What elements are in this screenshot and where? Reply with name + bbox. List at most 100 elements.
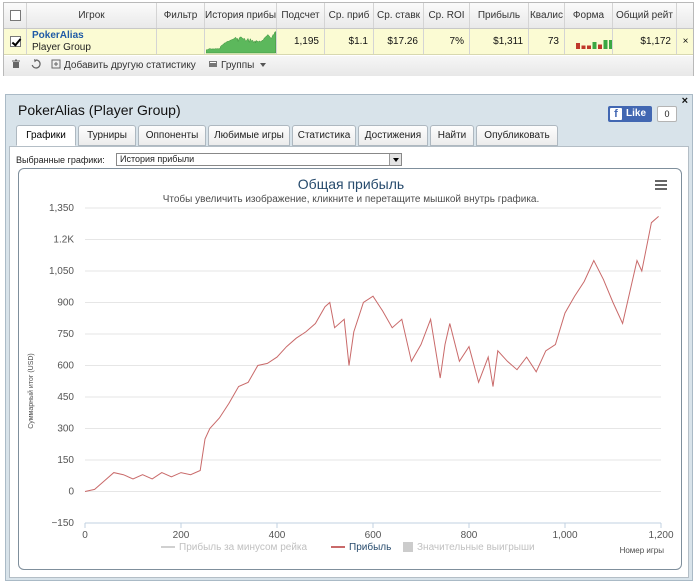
add-stats-icon — [51, 59, 61, 69]
x-tick-label: 400 — [269, 530, 286, 541]
y-tick-label: 600 — [57, 361, 74, 372]
legend-item-profit-net[interactable]: Прибыль за минусом рейка — [161, 541, 308, 553]
chart-select-value: История прибыли — [120, 154, 195, 164]
filter-cell — [157, 29, 205, 54]
column-header-player[interactable]: Игрок — [27, 3, 157, 28]
column-header-profit[interactable]: Прибыль — [470, 3, 529, 28]
total-cell: $1,172 — [613, 29, 677, 54]
legend-item-big-wins[interactable]: Значительные выигрыши — [403, 542, 535, 553]
legend-item-profit[interactable]: Прибыль — [331, 541, 391, 553]
column-header-form[interactable]: Форма — [565, 3, 613, 28]
row-checkbox[interactable] — [10, 36, 21, 47]
grid-toolbar: Добавить другую статистику Группы — [4, 56, 693, 76]
column-header-quali[interactable]: Квалис — [529, 3, 565, 28]
chart-select-label: Выбранные графики: — [16, 155, 105, 165]
chart-subtitle: Чтобы увеличить изображение, кликните и … — [163, 193, 540, 205]
column-header-count[interactable]: Подсчет — [277, 3, 325, 28]
refresh-icon[interactable] — [31, 59, 44, 73]
avg-roi-cell: 7% — [424, 29, 470, 54]
stats-panel: PokerAlias (Player Group) × f Like 0 Гра… — [5, 94, 693, 581]
sparkline-area — [206, 31, 276, 54]
legend-label-big-wins: Значительные выигрыши — [417, 542, 535, 553]
form-bars — [576, 40, 612, 49]
y-tick-label: 1,350 — [49, 203, 74, 214]
x-tick-label: 200 — [173, 530, 190, 541]
form-bar — [598, 44, 602, 49]
history-sparkline-cell — [205, 29, 277, 54]
y-tick-label: 750 — [57, 329, 74, 340]
x-tick-label: 600 — [365, 530, 382, 541]
legend-label-profit: Прибыль — [349, 541, 391, 553]
x-tick-label: 1,200 — [648, 530, 673, 541]
form-bar — [609, 40, 612, 49]
players-grid: Игрок Фильтр История прибы Подсчет Ср. п… — [3, 2, 694, 76]
table-row[interactable]: PokerAlias Player Group 1,195 $1.1 $17.2… — [4, 29, 693, 55]
facebook-icon: f — [610, 108, 622, 120]
y-tick-label: 1.2K — [53, 235, 74, 246]
form-bar — [603, 40, 608, 49]
player-name-link[interactable]: PokerAlias — [32, 30, 84, 41]
profit-cell: $1,311 — [470, 29, 529, 54]
column-header-total[interactable]: Общий рейт — [613, 3, 677, 28]
count-cell: 1,195 — [277, 29, 325, 54]
y-tick-label: 450 — [57, 392, 74, 403]
facebook-like-button[interactable]: f Like — [608, 106, 652, 122]
x-tick-label: 1,000 — [552, 530, 577, 541]
groups-menu-button[interactable]: Группы — [208, 59, 267, 73]
column-header-avg-profit[interactable]: Ср. приб — [325, 3, 374, 28]
x-tick-label: 0 — [82, 530, 88, 541]
y-tick-label: −150 — [51, 518, 74, 529]
header-select-all[interactable] — [4, 3, 27, 28]
form-bar — [581, 45, 586, 49]
y-tick-label: 1,050 — [49, 266, 74, 277]
profit-chart-container[interactable]: Общая прибыль Чтобы увеличить изображени… — [18, 168, 682, 570]
form-cell — [565, 29, 613, 54]
player-cell[interactable]: PokerAlias Player Group — [27, 29, 157, 54]
y-axis-label: Суммарный итог (USD) — [27, 353, 35, 429]
close-panel-button[interactable]: × — [681, 95, 688, 107]
tab-favorite-games[interactable]: Любимые игры — [208, 125, 290, 146]
grid-header: Игрок Фильтр История прибы Подсчет Ср. п… — [4, 3, 693, 29]
row-select-cell[interactable] — [4, 29, 27, 54]
tab-tournaments[interactable]: Турниры — [78, 125, 136, 146]
form-bar — [576, 43, 580, 49]
groups-label: Группы — [221, 60, 255, 71]
groups-icon — [209, 61, 217, 67]
profit-chart[interactable]: Общая прибыль Чтобы увеличить изображени… — [19, 169, 682, 570]
charts-tab-body: Выбранные графики: История прибыли Общая… — [9, 146, 689, 578]
remove-row-button[interactable]: × — [682, 36, 689, 47]
tab-statistics[interactable]: Статистика — [292, 125, 356, 146]
panel-title: PokerAlias (Player Group) — [18, 102, 181, 118]
trash-icon[interactable] — [11, 59, 24, 73]
x-tick-label: 800 — [461, 530, 478, 541]
quali-cell: 73 — [529, 29, 565, 54]
form-bar — [592, 42, 597, 49]
y-tick-label: 900 — [57, 298, 74, 309]
chevron-down-icon[interactable] — [389, 154, 401, 165]
y-tick-label: 150 — [57, 455, 74, 466]
profit-history-sparkline — [206, 31, 276, 54]
y-tick-label: 300 — [57, 424, 74, 435]
tab-publish[interactable]: Опубликовать — [476, 125, 558, 146]
x-axis-label: Номер игры — [620, 546, 665, 555]
add-stats-label: Добавить другую статистику — [64, 60, 196, 71]
add-stats-button[interactable]: Добавить другую статистику — [51, 59, 196, 73]
tab-achievements[interactable]: Достижения — [358, 125, 428, 146]
player-group-label: Player Group — [32, 42, 91, 53]
like-label: Like — [626, 108, 647, 119]
column-header-history[interactable]: История прибы — [205, 3, 277, 28]
chart-menu-icon[interactable] — [655, 180, 667, 190]
tab-opponents[interactable]: Оппоненты — [138, 125, 206, 146]
chart-select[interactable]: История прибыли — [116, 153, 402, 166]
avg-profit-cell: $1.1 — [325, 29, 374, 54]
tab-find[interactable]: Найти — [430, 125, 474, 146]
tab-charts[interactable]: Графики — [16, 125, 76, 146]
like-count: 0 — [657, 106, 677, 122]
column-header-filter[interactable]: Фильтр — [157, 3, 205, 28]
legend-label-profit-net: Прибыль за минусом рейка — [179, 541, 308, 553]
column-header-avg-stake[interactable]: Ср. ставк — [374, 3, 424, 28]
chevron-down-icon — [260, 63, 267, 67]
chart-title: Общая прибыль — [298, 176, 404, 192]
select-all-checkbox[interactable] — [10, 10, 21, 21]
column-header-avg-roi[interactable]: Ср. ROI — [424, 3, 470, 28]
